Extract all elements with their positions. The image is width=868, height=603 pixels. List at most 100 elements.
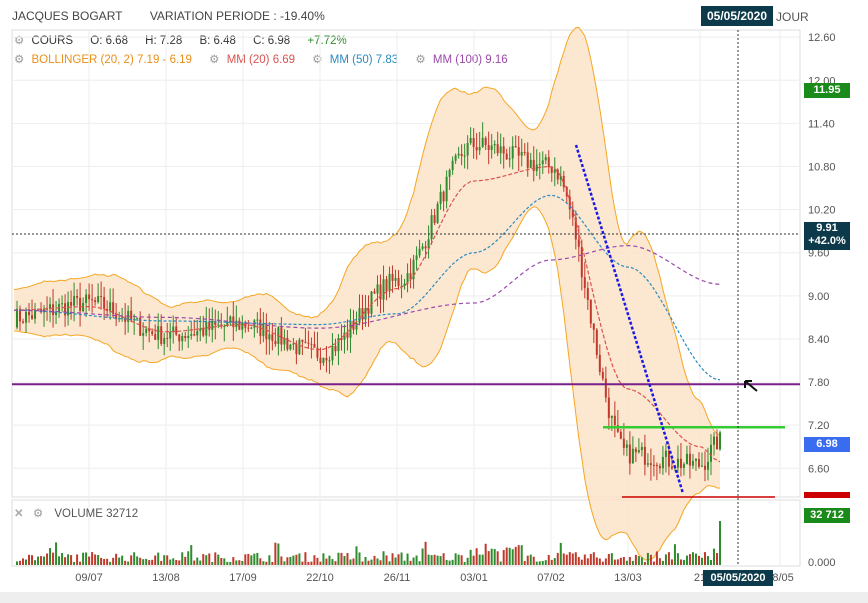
volume-bar (64, 557, 67, 565)
volume-bar (208, 553, 211, 565)
volume-bar (337, 552, 340, 565)
candle-body (484, 137, 487, 146)
volume-bar (58, 556, 61, 565)
volume-bar (637, 556, 640, 565)
volume-bar (586, 558, 589, 565)
volume-bar (373, 555, 376, 565)
candle-body (574, 217, 577, 240)
candle-body (76, 295, 79, 298)
volume-bar (316, 557, 319, 565)
candle-body (553, 169, 556, 173)
candle-body (121, 317, 124, 319)
volume-bar (475, 548, 478, 565)
y-tick-label: 6.60 (808, 463, 829, 475)
candle-body (85, 294, 88, 304)
gear-icon[interactable]: ⚙ (415, 54, 426, 66)
volume-bar (514, 546, 517, 565)
volume-bar (31, 555, 34, 565)
volume-bar (52, 552, 55, 565)
candle-body (310, 343, 313, 345)
volume-bar (298, 553, 301, 565)
volume-bar (28, 554, 31, 565)
candle-body (328, 360, 331, 362)
gear-icon[interactable]: ⚙ (14, 54, 25, 66)
candle-body (307, 342, 310, 344)
candle-body (562, 175, 565, 188)
candle-body (409, 273, 412, 280)
candle-body (283, 337, 286, 345)
candle-body (676, 458, 679, 468)
candle-body (109, 302, 112, 311)
candle-body (103, 296, 106, 309)
volume-bar (388, 561, 391, 565)
candle-body (130, 310, 133, 321)
volume-bar (223, 558, 226, 565)
volume-bar (115, 553, 118, 565)
volume-bar (430, 555, 433, 565)
close-icon[interactable]: ✕ (14, 508, 24, 520)
candle-body (580, 246, 583, 278)
gear-icon[interactable]: ⚙ (209, 54, 220, 66)
price-legend: ⚙ COURS O: 6.68 H: 7.28 B: 6.48 C: 6.98 … (14, 33, 361, 47)
x-tick-label: 07/02 (537, 572, 565, 584)
volume-bar (259, 558, 262, 565)
volume-bar (505, 547, 508, 565)
candle-body (472, 138, 475, 148)
candle-body (373, 291, 376, 294)
volume-tick-label: 0.000 (808, 557, 836, 569)
last-price-box: 6.98 (804, 437, 850, 452)
volume-bar (415, 555, 418, 565)
candle-body (556, 169, 559, 180)
candle-body (376, 284, 379, 294)
gear-icon[interactable]: ⚙ (14, 35, 25, 47)
arrow-icon (744, 380, 758, 392)
candle-body (679, 458, 682, 468)
candle-body (163, 338, 166, 344)
gear-icon[interactable]: ⚙ (32, 508, 44, 520)
candle-body (352, 320, 355, 330)
volume-bar (565, 554, 568, 565)
candle-body (259, 319, 262, 337)
bottom-line-marker (804, 492, 850, 498)
candle-body (460, 153, 463, 157)
candle-body (613, 415, 616, 426)
volume-bar (424, 541, 427, 565)
volume-header: ✕ ⚙ VOLUME 32712 (14, 506, 138, 520)
candle-body (322, 357, 325, 364)
volume-bar (133, 552, 136, 565)
candle-body (463, 155, 466, 157)
volume-bar (94, 554, 97, 565)
volume-bar (439, 556, 442, 565)
volume-bar (85, 552, 88, 565)
candle-body (481, 137, 484, 148)
legend-high: H: 7.28 (145, 35, 183, 47)
volume-bar (334, 561, 337, 565)
candle-body (304, 341, 307, 343)
volume-bar (646, 552, 649, 565)
volume-bar (643, 561, 646, 565)
candle-body (289, 344, 292, 350)
x-tick-label: 17/09 (229, 572, 257, 584)
volume-bar (697, 555, 700, 565)
cursor-value: 9.91 (816, 222, 838, 234)
candle-body (667, 450, 670, 467)
candle-body (169, 331, 172, 339)
gear-icon[interactable]: ⚙ (312, 54, 323, 66)
volume-bar (532, 556, 535, 565)
candle-body (430, 215, 433, 240)
candle-body (313, 344, 316, 348)
period-selector[interactable]: JOUR (776, 10, 809, 24)
candle-body (148, 328, 151, 332)
volume-bar (127, 561, 130, 565)
candle-body (331, 345, 334, 361)
volume-bar (418, 561, 421, 565)
volume-bar (247, 553, 250, 565)
candle-body (49, 304, 52, 309)
volume-bar (526, 555, 529, 565)
volume-bar (454, 553, 457, 565)
candle-body (97, 295, 100, 303)
candle-body (694, 459, 697, 461)
volume-bar (700, 557, 703, 565)
candle-body (391, 273, 394, 281)
